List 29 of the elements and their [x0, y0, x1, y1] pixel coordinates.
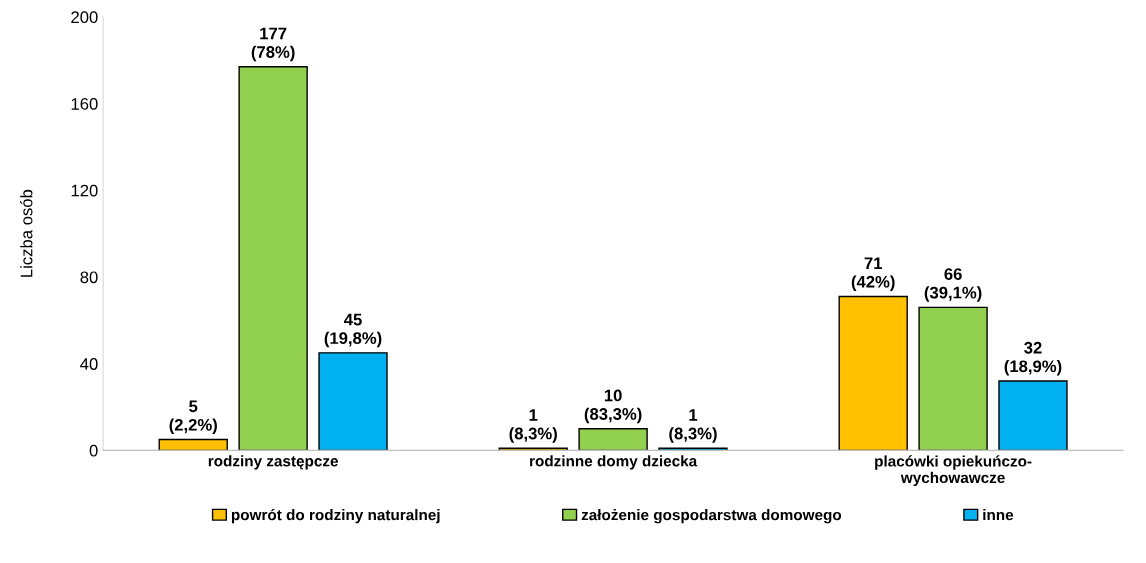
bar	[238, 66, 308, 451]
data-label: 71 (42%)	[851, 257, 895, 291]
x-tick-label: placówki opiekuńczo- wychowawcze	[875, 455, 1032, 487]
data-label: 177 (78%)	[251, 27, 295, 62]
data-label: 45 (19,8%)	[324, 313, 382, 348]
bar	[998, 380, 1068, 451]
y-tick-label: 160	[71, 97, 98, 110]
x-tick-label: rodzinne domy dziecka	[530, 455, 698, 470]
bar	[578, 428, 648, 451]
data-label: 1 (8,3%)	[669, 409, 717, 443]
y-tick-label: 0	[89, 444, 98, 457]
data-label: 32 (18,9%)	[1004, 341, 1062, 376]
legend-label: powrót do rodziny naturalnej	[231, 508, 440, 524]
bar	[158, 438, 228, 451]
y-tick-label: 120	[71, 184, 98, 197]
y-tick-label: 40	[80, 358, 98, 370]
data-label: 1 (8,3%)	[509, 409, 557, 443]
y-tick-label: 80	[80, 271, 98, 284]
bar	[918, 306, 988, 451]
y-axis-title: Liczba osób	[20, 189, 33, 277]
data-label: 10 (83,3%)	[584, 389, 642, 424]
legend-label: założenie gospodarstwa domowego	[581, 509, 842, 524]
data-label: 66 (39,1%)	[924, 268, 982, 302]
bar	[838, 295, 908, 451]
legend-label: inne	[983, 509, 1014, 521]
x-tick-label: rodziny zastępcze	[208, 455, 338, 470]
y-tick-label: 200	[71, 11, 98, 24]
bar	[318, 352, 388, 451]
data-label: 5 (2,2%)	[169, 400, 217, 435]
